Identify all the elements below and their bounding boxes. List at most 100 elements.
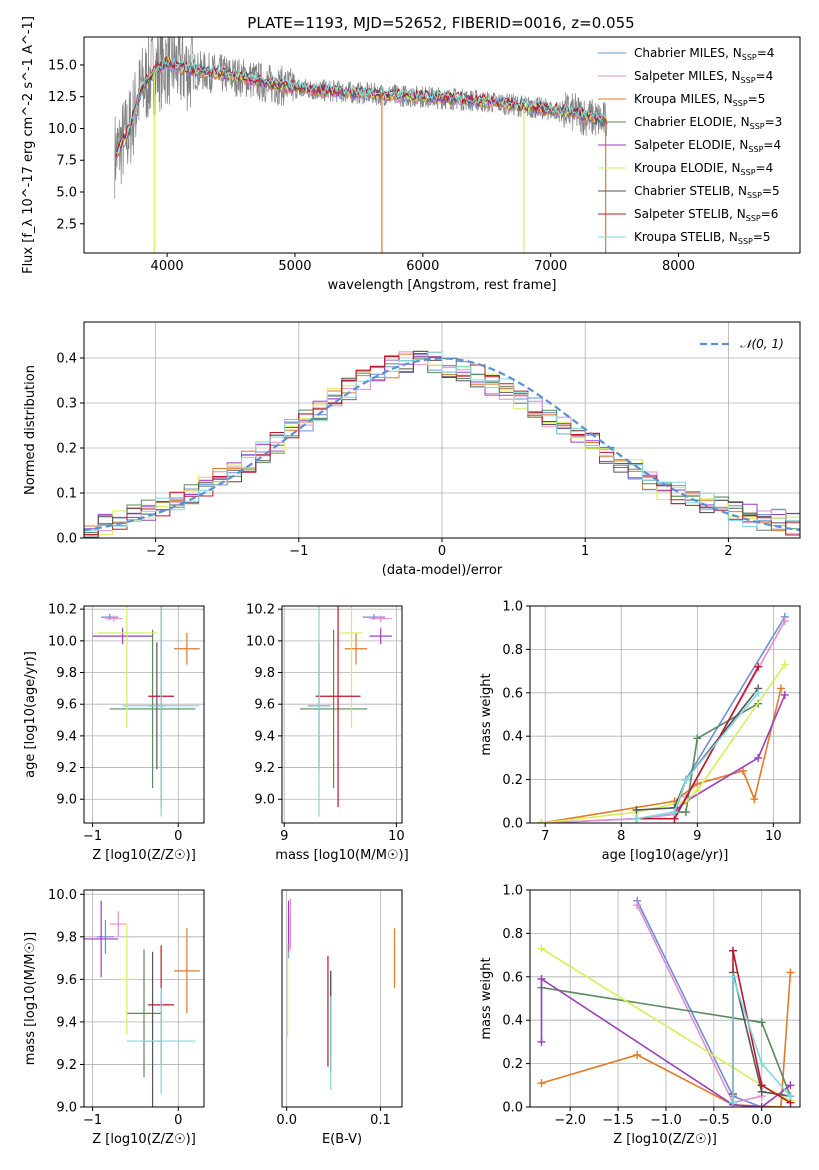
legend-value: =3 xyxy=(765,115,783,129)
legend-value: =5 xyxy=(753,230,771,244)
x-tick-label: 1 xyxy=(581,544,589,559)
legend-value: =5 xyxy=(748,92,766,106)
y-tick-label: 0.2 xyxy=(502,1057,523,1072)
residuals-panel: −2 −1 0 1 2 0.0 0.1 0.2 0.3 0.4 (data-model)/error… xyxy=(23,321,801,578)
y-tick-label: 9.6 xyxy=(56,698,77,713)
y-tick-label: 0.0 xyxy=(502,1101,523,1116)
x-axis-label: age [log10(age/yr)] xyxy=(602,848,729,863)
y-tick-label: 0.3 xyxy=(56,397,77,412)
plot-area xyxy=(287,898,396,1090)
y-tick-label: 10.0 xyxy=(48,888,77,903)
x-tick-label: 0 xyxy=(438,544,446,559)
y-tick-label: 0.2 xyxy=(502,773,523,788)
legend-subscript: SSP xyxy=(746,214,761,223)
spectrum-panel: 4000 5000 6000 7000 8000 2.5 5.0 7.5 10.0 12.5 15.… xyxy=(21,16,801,293)
legend-entry: Salpeter MILES, NSSP=4 xyxy=(634,69,773,85)
plot-area xyxy=(84,900,200,1107)
plot-area xyxy=(92,606,200,817)
y-tick-label: 9.2 xyxy=(254,761,275,776)
plot-area xyxy=(299,606,392,817)
x-tick-label: 0.0 xyxy=(276,1113,297,1128)
x-tick-label: 10 xyxy=(388,829,405,844)
x-axis-label: E(B-V) xyxy=(322,1132,362,1147)
x-tick-label: 0 xyxy=(174,829,182,844)
axes-frame xyxy=(529,605,801,824)
y-axis-label: Flux [f_λ 10^-17 erg cm^-2 s^-1 A^-1] xyxy=(21,16,36,274)
y-tick-label: 10.0 xyxy=(48,122,77,137)
legend-subscript: SSP xyxy=(738,237,753,246)
y-tick-label: 9.4 xyxy=(56,729,77,744)
x-tick-label: 0 xyxy=(174,1113,182,1128)
x-tick-label: −1.0 xyxy=(650,1113,682,1128)
grid-lines xyxy=(282,606,402,823)
x-axis-label: wavelength [Angstrom, rest frame] xyxy=(328,278,557,293)
y-tick-label: 9.4 xyxy=(56,1015,77,1030)
legend-entry: Salpeter ELODIE, NSSP=4 xyxy=(634,138,781,154)
y-tick-label: 9.4 xyxy=(254,729,275,744)
x-tick-label: 0.0 xyxy=(751,1113,772,1128)
x-axis-label: Z [log10(Z/Z☉)] xyxy=(613,1132,717,1147)
axes-frame xyxy=(83,605,205,824)
legend-entry: Kroupa MILES, NSSP=5 xyxy=(634,92,765,108)
y-tick-label: 10.0 xyxy=(48,634,77,649)
x-axis-label: mass [log10(M/M☉)] xyxy=(275,848,408,863)
axes-frame xyxy=(83,889,205,1108)
y-tick-label: 0.4 xyxy=(502,730,523,745)
legend-value: =4 xyxy=(763,138,781,152)
y-tick-label: 0.8 xyxy=(502,643,523,658)
y-tick-label: 0.4 xyxy=(502,1014,523,1029)
x-axis-label: Z [log10(Z/Z☉)] xyxy=(92,848,196,863)
axes-frame xyxy=(83,36,801,254)
massweight-series-line xyxy=(541,688,782,823)
x-tick-label: 8000 xyxy=(662,259,695,274)
y-tick-label: 1.0 xyxy=(502,884,523,899)
legend-subscript: SSP xyxy=(747,191,762,200)
x-tick-label: 6000 xyxy=(406,259,439,274)
legend-entry: Salpeter STELIB, NSSP=6 xyxy=(634,207,778,223)
x-tick-label: −1 xyxy=(289,544,308,559)
mass-vs-ebv-panel: 0.0 0.1 E(B-V) xyxy=(276,889,403,1147)
x-axis-label: Z [log10(Z/Z☉)] xyxy=(92,1132,196,1147)
legend-entry: Chabrier MILES, NSSP=4 xyxy=(634,46,774,62)
axes-frame xyxy=(529,889,801,1108)
legend-subscript: SSP xyxy=(748,145,763,154)
grid-lines xyxy=(530,889,800,1108)
x-tick-label: −2 xyxy=(146,544,165,559)
massweight-vs-z-panel: −2.0 −1.5 −1.0 −0.5 0.0 0.0 0.2 0.4 0.6 0.8 1.0 Z [… xyxy=(479,884,801,1147)
y-tick-label: 0.8 xyxy=(502,927,523,942)
model-spectrum-line xyxy=(115,57,607,155)
legend-value: =4 xyxy=(756,161,774,175)
massweight-vs-age-panel: 7 8 9 10 0.0 0.2 0.4 0.6 0.8 1.0 age [log10(age/yr… xyxy=(479,600,801,863)
legend-value: =6 xyxy=(761,207,779,221)
y-tick-label: 9.0 xyxy=(254,793,275,808)
legend-subscript: SSP xyxy=(750,122,765,131)
histogram-step xyxy=(84,351,800,531)
y-tick-label: 1.0 xyxy=(502,600,523,615)
x-tick-label: 8 xyxy=(617,829,625,844)
axes-frame xyxy=(281,605,403,824)
legend-entry: Chabrier STELIB, NSSP=5 xyxy=(634,184,780,200)
massweight-series-line xyxy=(636,692,759,820)
x-tick-label: −1 xyxy=(83,829,102,844)
x-tick-label: 9 xyxy=(693,829,701,844)
y-tick-label: 9.6 xyxy=(254,698,275,713)
normal-reference-curve xyxy=(84,357,800,532)
legend-entry: Kroupa STELIB, NSSP=5 xyxy=(634,230,771,246)
y-tick-label: 9.6 xyxy=(56,973,77,988)
y-tick-label: 9.0 xyxy=(56,793,77,808)
x-tick-label: 0.1 xyxy=(370,1113,391,1128)
y-tick-label: 10.2 xyxy=(246,603,275,618)
y-tick-label: 9.8 xyxy=(254,666,275,681)
legend-value: =4 xyxy=(757,46,775,60)
y-tick-label: 12.5 xyxy=(48,90,77,105)
legend-subscript: SSP xyxy=(742,53,757,62)
x-tick-label: 7 xyxy=(541,829,549,844)
x-tick-label: 5000 xyxy=(278,259,311,274)
plot-area xyxy=(537,612,789,823)
x-axis-label: (data-model)/error xyxy=(382,563,503,578)
plot-area xyxy=(114,37,608,253)
x-tick-label: 2 xyxy=(724,544,732,559)
grid-lines xyxy=(286,890,381,1107)
y-axis-label: Normed distribution xyxy=(23,365,38,495)
